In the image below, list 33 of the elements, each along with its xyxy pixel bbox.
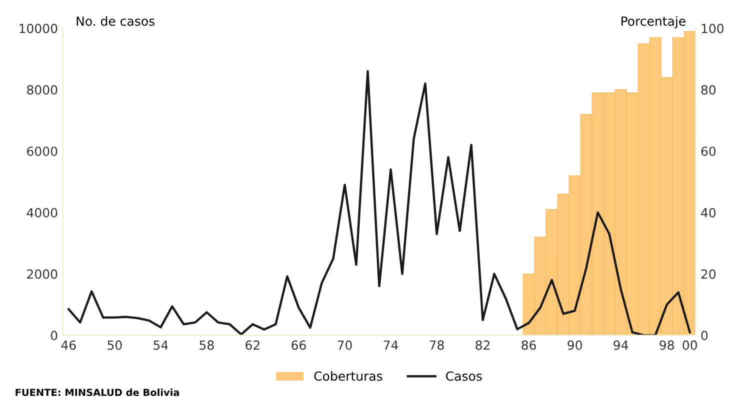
x-tick-label: 78 bbox=[430, 340, 444, 350]
x-tick-label: 98 bbox=[660, 340, 674, 350]
x-tick-label: 54 bbox=[154, 340, 168, 350]
y2-tick-label: 100 bbox=[702, 24, 724, 34]
y2-tick-label: 80 bbox=[701, 85, 716, 95]
x-tick-label: 46 bbox=[61, 340, 76, 350]
y2-tick-label: 40 bbox=[701, 208, 716, 218]
x-tick-label: 58 bbox=[200, 340, 214, 350]
x-tick-label: 82 bbox=[476, 340, 490, 350]
y2-tick-label: 60 bbox=[701, 146, 716, 156]
y-tick-label: 10000 bbox=[20, 24, 58, 34]
y2-axis-title: Porcentaje bbox=[622, 16, 686, 28]
y2-tick-label: 0 bbox=[701, 330, 708, 340]
x-tick-label: 66 bbox=[292, 340, 306, 350]
x-tick-label: 00 bbox=[682, 340, 697, 350]
y-tick-label: 0 bbox=[50, 330, 58, 340]
x-tick-label: 90 bbox=[568, 340, 582, 350]
x-tick-label: 62 bbox=[246, 340, 260, 350]
line-series bbox=[68, 70, 691, 336]
y-tick-label: 4000 bbox=[26, 208, 58, 218]
y2-tick-label: 20 bbox=[701, 269, 716, 279]
x-tick-label: 94 bbox=[614, 340, 628, 350]
x-tick-label: 74 bbox=[384, 340, 398, 350]
y-tick-label: 2000 bbox=[27, 269, 58, 279]
x-tick-label: 86 bbox=[522, 340, 536, 350]
x-tick-label: 70 bbox=[338, 340, 352, 350]
source-note: FUENTE: MINSALUD de Bolivia bbox=[16, 388, 179, 396]
legend-label: Coberturas bbox=[314, 371, 382, 381]
legend-label: Casos bbox=[446, 371, 482, 381]
y-tick-label: 6000 bbox=[27, 146, 58, 156]
y-axis-title: No. de casos bbox=[76, 16, 154, 26]
y-tick-label: 8000 bbox=[27, 85, 58, 95]
x-tick-label: 50 bbox=[108, 340, 122, 350]
